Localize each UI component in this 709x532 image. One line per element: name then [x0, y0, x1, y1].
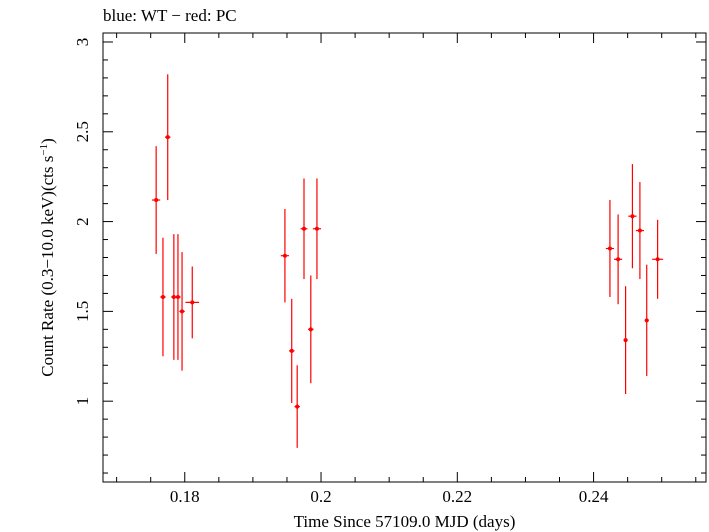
- data-marker: [616, 257, 621, 262]
- data-point: [635, 182, 644, 280]
- data-point: [628, 164, 637, 269]
- data-marker: [644, 318, 649, 323]
- y-tick-label: 2: [73, 217, 92, 226]
- y-axis-label-superscript: −1: [38, 144, 50, 156]
- data-point: [294, 365, 300, 448]
- data-marker: [607, 246, 612, 251]
- data-marker: [655, 257, 660, 262]
- chart-title: blue: WT − red: PC: [103, 6, 237, 25]
- data-point: [160, 237, 166, 357]
- y-tick-label: 2.5: [73, 121, 92, 142]
- data-marker: [160, 295, 165, 300]
- data-marker: [637, 228, 642, 233]
- data-point: [185, 266, 200, 339]
- y-tick-label: 1.5: [73, 301, 92, 322]
- y-tick-label: 3: [73, 38, 92, 47]
- data-marker: [190, 300, 195, 305]
- data-marker: [282, 253, 287, 258]
- data-point: [152, 146, 161, 254]
- data-marker: [623, 338, 628, 343]
- y-axis-label: Count Rate (0.3−10.0 keV)(cts s−1): [38, 138, 57, 377]
- data-marker: [154, 198, 159, 203]
- data-marker: [171, 295, 176, 300]
- y-tick-label: 1: [73, 397, 92, 406]
- plot-frame: [102, 32, 707, 483]
- y-axis-label-main: Count Rate (0.3−10.0 keV)(cts s: [38, 156, 57, 377]
- x-tick-label: 0.2: [310, 487, 331, 506]
- data-point: [280, 209, 290, 303]
- x-tick-label: 0.18: [170, 487, 200, 506]
- data-point: [312, 178, 322, 280]
- data-marker: [314, 226, 319, 231]
- x-tick-label: 0.22: [442, 487, 472, 506]
- data-point: [605, 200, 615, 298]
- data-marker: [308, 327, 313, 332]
- y-axis-label-close: ): [38, 138, 57, 144]
- plot-axes: [102, 32, 707, 483]
- data-points: [152, 74, 664, 448]
- data-marker: [630, 214, 635, 219]
- data-point: [165, 74, 171, 201]
- data-point: [300, 178, 308, 280]
- data-point: [308, 275, 314, 384]
- x-axis-ticks: 0.18 0.2 0.22 0.24: [116, 33, 697, 506]
- y-axis-ticks: 1 1.5 2 2.5 3: [73, 38, 706, 474]
- data-point: [289, 298, 295, 403]
- data-point: [179, 252, 185, 371]
- data-marker: [302, 226, 306, 231]
- data-marker: [175, 295, 180, 300]
- data-marker: [180, 309, 185, 314]
- data-point: [652, 219, 664, 299]
- data-point: [175, 234, 181, 360]
- data-point: [614, 214, 623, 305]
- x-tick-label: 0.24: [579, 487, 609, 506]
- data-marker: [289, 348, 294, 353]
- data-point: [623, 286, 628, 394]
- x-axis-label: Time Since 57109.0 MJD (days): [294, 512, 516, 531]
- data-marker: [165, 135, 170, 140]
- data-marker: [295, 404, 300, 409]
- data-point: [644, 264, 649, 377]
